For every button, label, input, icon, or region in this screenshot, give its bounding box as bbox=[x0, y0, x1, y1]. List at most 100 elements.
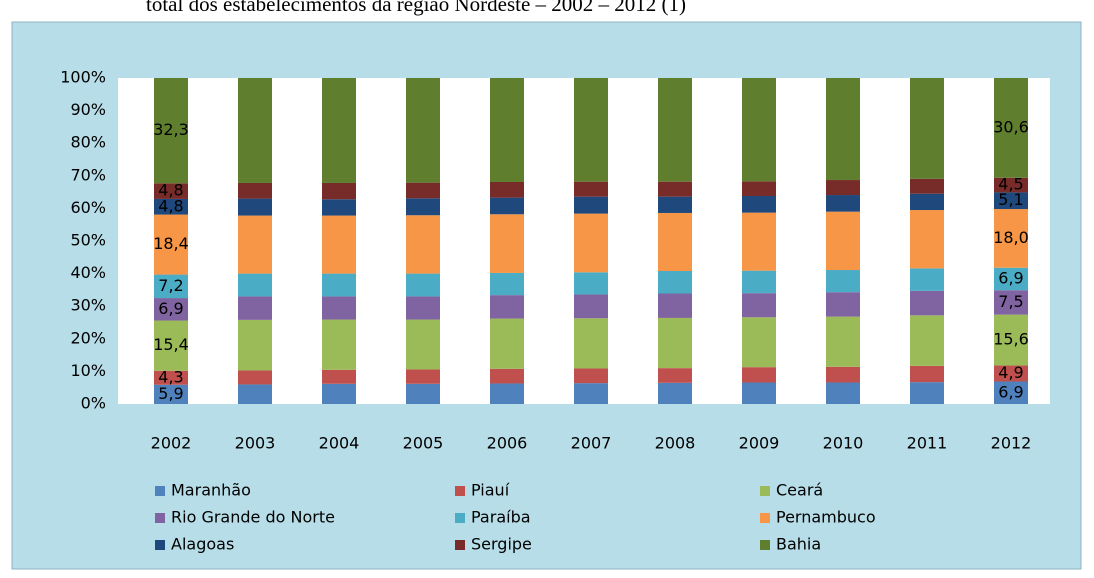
bar-segment bbox=[742, 270, 776, 294]
legend-swatch bbox=[155, 486, 165, 496]
data-label: 4,8 bbox=[158, 196, 183, 215]
bar-segment bbox=[826, 270, 860, 293]
bar-segment bbox=[742, 317, 776, 368]
legend-label: Rio Grande do Norte bbox=[171, 508, 335, 527]
bar-segment bbox=[322, 273, 356, 297]
y-tick-label: 40% bbox=[70, 263, 106, 282]
bar-segment bbox=[658, 181, 692, 197]
bar-segment bbox=[826, 78, 860, 181]
bar-segment bbox=[574, 318, 608, 369]
legend-swatch bbox=[455, 540, 465, 550]
bar-segment bbox=[490, 181, 524, 198]
bar-segment bbox=[574, 368, 608, 384]
bar-segment bbox=[154, 78, 188, 184]
bar-segment bbox=[574, 294, 608, 319]
bar-segment bbox=[322, 78, 356, 183]
bar-segment bbox=[994, 365, 1028, 382]
bar-segment bbox=[742, 293, 776, 318]
chart-title: total dos estabelecimentos da região Nor… bbox=[146, 0, 686, 16]
bar-segment bbox=[154, 384, 188, 404]
legend-label: Maranhão bbox=[171, 481, 251, 500]
x-tick-label: 2009 bbox=[739, 434, 780, 453]
bar-segment bbox=[154, 298, 188, 321]
bar-segment bbox=[406, 319, 440, 370]
bar-segment bbox=[406, 182, 440, 199]
legend-label: Sergipe bbox=[471, 535, 532, 554]
bar-segment bbox=[658, 78, 692, 182]
y-tick-label: 70% bbox=[70, 165, 106, 184]
data-label: 4,3 bbox=[158, 367, 183, 386]
bar-segment bbox=[238, 78, 272, 183]
bar-segment bbox=[490, 214, 524, 273]
bar-segment bbox=[238, 296, 272, 320]
bar-segment bbox=[994, 192, 1028, 210]
bar-segment bbox=[826, 366, 860, 383]
bar-segment bbox=[154, 274, 188, 299]
data-label: 5,9 bbox=[158, 384, 183, 403]
bar-segment bbox=[406, 296, 440, 320]
bar-segment bbox=[742, 367, 776, 383]
bar-segment bbox=[322, 215, 356, 274]
bar-segment bbox=[910, 290, 944, 316]
data-label: 4,5 bbox=[998, 175, 1023, 194]
x-tick-label: 2003 bbox=[235, 434, 276, 453]
bar-segment bbox=[322, 369, 356, 384]
x-tick-label: 2006 bbox=[487, 434, 528, 453]
y-tick-label: 60% bbox=[70, 198, 106, 217]
legend-label: Piauí bbox=[471, 481, 510, 500]
bar-segment bbox=[238, 215, 272, 274]
data-label: 30,6 bbox=[993, 117, 1029, 136]
x-tick-label: 2012 bbox=[991, 434, 1032, 453]
bar-segment bbox=[574, 196, 608, 214]
legend-swatch bbox=[760, 486, 770, 496]
y-tick-label: 10% bbox=[70, 361, 106, 380]
bar-segment bbox=[490, 295, 524, 319]
bar-segment bbox=[574, 213, 608, 273]
legend-swatch bbox=[155, 513, 165, 523]
bar-segment bbox=[910, 78, 944, 179]
data-label: 6,9 bbox=[158, 299, 183, 318]
bar-segment bbox=[574, 78, 608, 182]
bar-segment bbox=[490, 197, 524, 215]
bar-segment bbox=[658, 382, 692, 404]
x-tick-label: 2008 bbox=[655, 434, 696, 453]
legend-swatch bbox=[760, 513, 770, 523]
bar-segment bbox=[994, 177, 1028, 193]
bar-segment bbox=[406, 78, 440, 183]
x-tick-label: 2004 bbox=[319, 434, 360, 453]
legend-swatch bbox=[455, 513, 465, 523]
bar-segment bbox=[658, 368, 692, 383]
data-label: 6,9 bbox=[998, 268, 1023, 287]
bar-segment bbox=[406, 215, 440, 274]
y-tick-label: 50% bbox=[70, 231, 106, 250]
bar-segment bbox=[742, 78, 776, 182]
legend-label: Paraíba bbox=[471, 508, 531, 527]
bar-segment bbox=[826, 211, 860, 271]
bar-segment bbox=[826, 292, 860, 317]
legend-swatch bbox=[760, 540, 770, 550]
bar-segment bbox=[574, 383, 608, 404]
y-tick-label: 100% bbox=[60, 68, 106, 87]
bar-segment bbox=[406, 273, 440, 297]
x-tick-label: 2007 bbox=[571, 434, 612, 453]
bar-segment bbox=[910, 210, 944, 269]
bar-segment bbox=[322, 182, 356, 200]
data-label: 32,3 bbox=[153, 120, 189, 139]
bar-segment bbox=[826, 382, 860, 404]
bar-segment bbox=[910, 382, 944, 404]
data-label: 6,9 bbox=[998, 382, 1023, 401]
bar-segment bbox=[742, 196, 776, 213]
bar-segment bbox=[910, 178, 944, 194]
bar-segment bbox=[322, 319, 356, 370]
bar-segment bbox=[994, 267, 1028, 291]
bar-segment bbox=[742, 181, 776, 197]
x-tick-label: 2005 bbox=[403, 434, 444, 453]
bar-segment bbox=[742, 382, 776, 404]
bar-segment bbox=[490, 272, 524, 296]
data-label: 18,4 bbox=[153, 234, 189, 253]
bar-segment bbox=[742, 212, 776, 271]
y-tick-label: 30% bbox=[70, 296, 106, 315]
bar-segment bbox=[154, 214, 188, 275]
bar-segment bbox=[826, 316, 860, 367]
